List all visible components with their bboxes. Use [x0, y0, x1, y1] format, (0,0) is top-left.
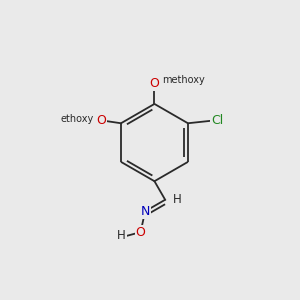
Text: Cl: Cl	[211, 114, 224, 128]
Text: O: O	[149, 77, 159, 90]
Text: H: H	[117, 229, 126, 242]
Text: H: H	[173, 193, 182, 206]
Text: O: O	[96, 114, 106, 127]
Text: ethoxy: ethoxy	[61, 114, 94, 124]
Text: methoxy: methoxy	[162, 75, 205, 85]
Text: N: N	[140, 205, 150, 218]
Text: O: O	[136, 226, 146, 238]
